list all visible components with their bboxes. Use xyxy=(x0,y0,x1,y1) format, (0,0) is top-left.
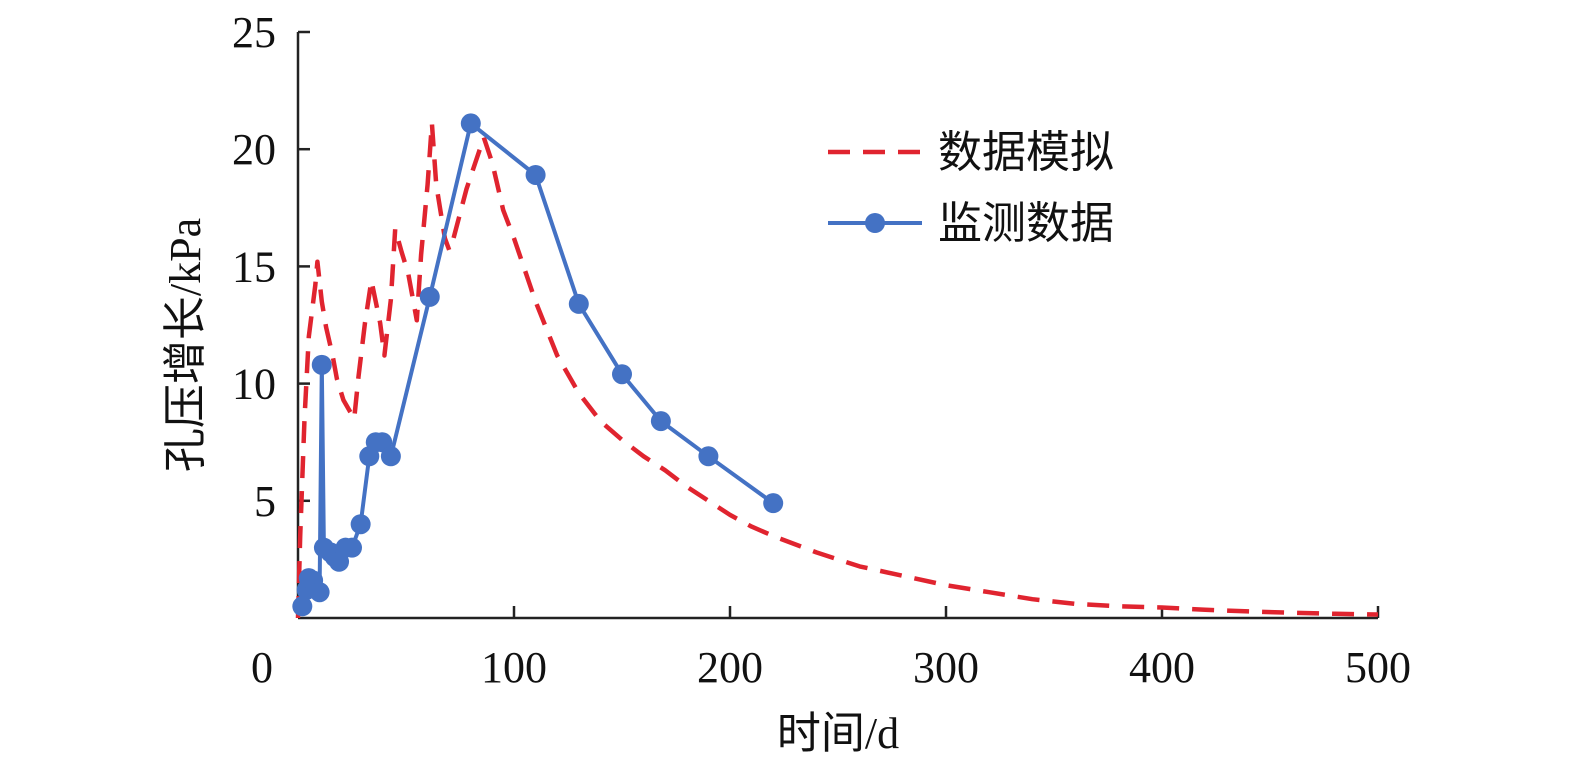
y-axis-title: 孔压增长/kPa xyxy=(161,218,210,472)
monitoring-point xyxy=(292,596,313,617)
monitoring-point xyxy=(311,354,332,375)
monitoring-point xyxy=(350,514,371,535)
x-tick-label: 100 xyxy=(481,643,547,692)
x-axis-title: 时间/d xyxy=(777,709,899,758)
monitoring-point xyxy=(763,493,784,514)
monitoring-point xyxy=(612,364,632,385)
monitoring-point xyxy=(525,164,546,185)
monitoring-point xyxy=(568,293,589,314)
x-tick-label: 300 xyxy=(913,643,979,692)
axes-layer: 5 10 15 20 25 0 100 200 300 400 500 xyxy=(232,8,1411,692)
monitoring-point xyxy=(460,113,481,134)
y-tick-label: 20 xyxy=(232,125,276,174)
y-tick-label: 10 xyxy=(232,360,276,409)
x-tick-label: 500 xyxy=(1345,643,1411,692)
monitoring-point xyxy=(650,411,671,432)
series-monitoring xyxy=(292,113,784,617)
x-tick-label: 200 xyxy=(697,643,763,692)
series-simulation xyxy=(295,121,1379,619)
monitoring-point xyxy=(698,446,719,467)
monitoring-line xyxy=(300,121,775,607)
series-layer xyxy=(292,113,1379,619)
legend-simulation-label: 数据模拟 xyxy=(938,128,1114,177)
y-tick-label: 25 xyxy=(232,8,276,57)
monitoring-point xyxy=(419,286,440,307)
simulation-line xyxy=(295,121,1379,619)
y-tick-label: 15 xyxy=(232,242,276,291)
monitoring-point xyxy=(309,582,330,603)
legend-monitoring-marker xyxy=(865,213,885,233)
x-tick-label: 400 xyxy=(1129,643,1195,692)
monitoring-point xyxy=(342,537,362,558)
legend-monitoring-label: 监测数据 xyxy=(938,199,1114,248)
monitoring-point xyxy=(380,446,401,467)
x-tick-label: 0 xyxy=(251,643,273,692)
legend: 数据模拟 监测数据 xyxy=(828,128,1114,248)
y-tick-label: 5 xyxy=(254,477,276,526)
